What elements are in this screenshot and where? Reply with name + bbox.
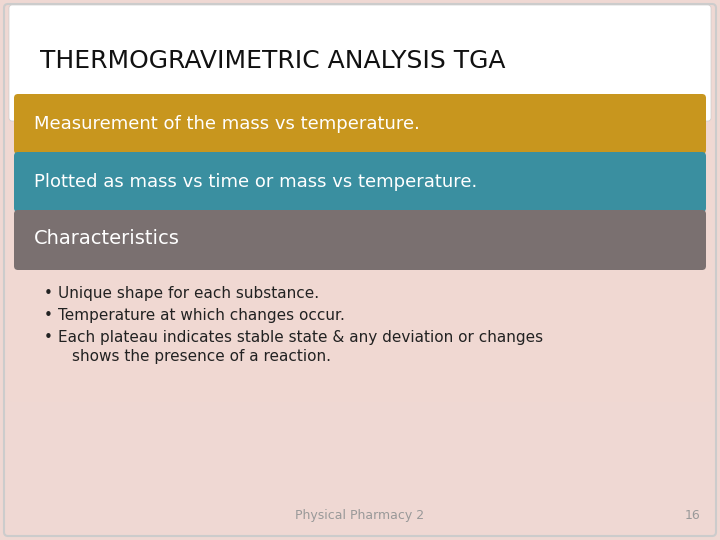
FancyBboxPatch shape [4, 4, 716, 536]
Text: •: • [44, 330, 53, 345]
Text: Each plateau indicates stable state & any deviation or changes: Each plateau indicates stable state & an… [58, 330, 543, 345]
Text: •: • [44, 308, 53, 323]
FancyBboxPatch shape [14, 152, 706, 212]
Text: Measurement of the mass vs temperature.: Measurement of the mass vs temperature. [34, 115, 420, 133]
Text: Characteristics: Characteristics [34, 228, 180, 247]
Text: 16: 16 [684, 509, 700, 522]
Text: Temperature at which changes occur.: Temperature at which changes occur. [58, 308, 345, 323]
FancyBboxPatch shape [14, 210, 706, 270]
FancyBboxPatch shape [9, 5, 711, 121]
Text: THERMOGRAVIMETRIC ANALYSIS TGA: THERMOGRAVIMETRIC ANALYSIS TGA [40, 49, 505, 73]
Text: •: • [44, 286, 53, 301]
FancyBboxPatch shape [8, 39, 712, 402]
Text: Plotted as mass vs time or mass vs temperature.: Plotted as mass vs time or mass vs tempe… [34, 173, 477, 191]
Text: Unique shape for each substance.: Unique shape for each substance. [58, 286, 319, 301]
Text: Physical Pharmacy 2: Physical Pharmacy 2 [295, 509, 425, 522]
Text: shows the presence of a reaction.: shows the presence of a reaction. [72, 349, 331, 364]
FancyBboxPatch shape [14, 94, 706, 154]
